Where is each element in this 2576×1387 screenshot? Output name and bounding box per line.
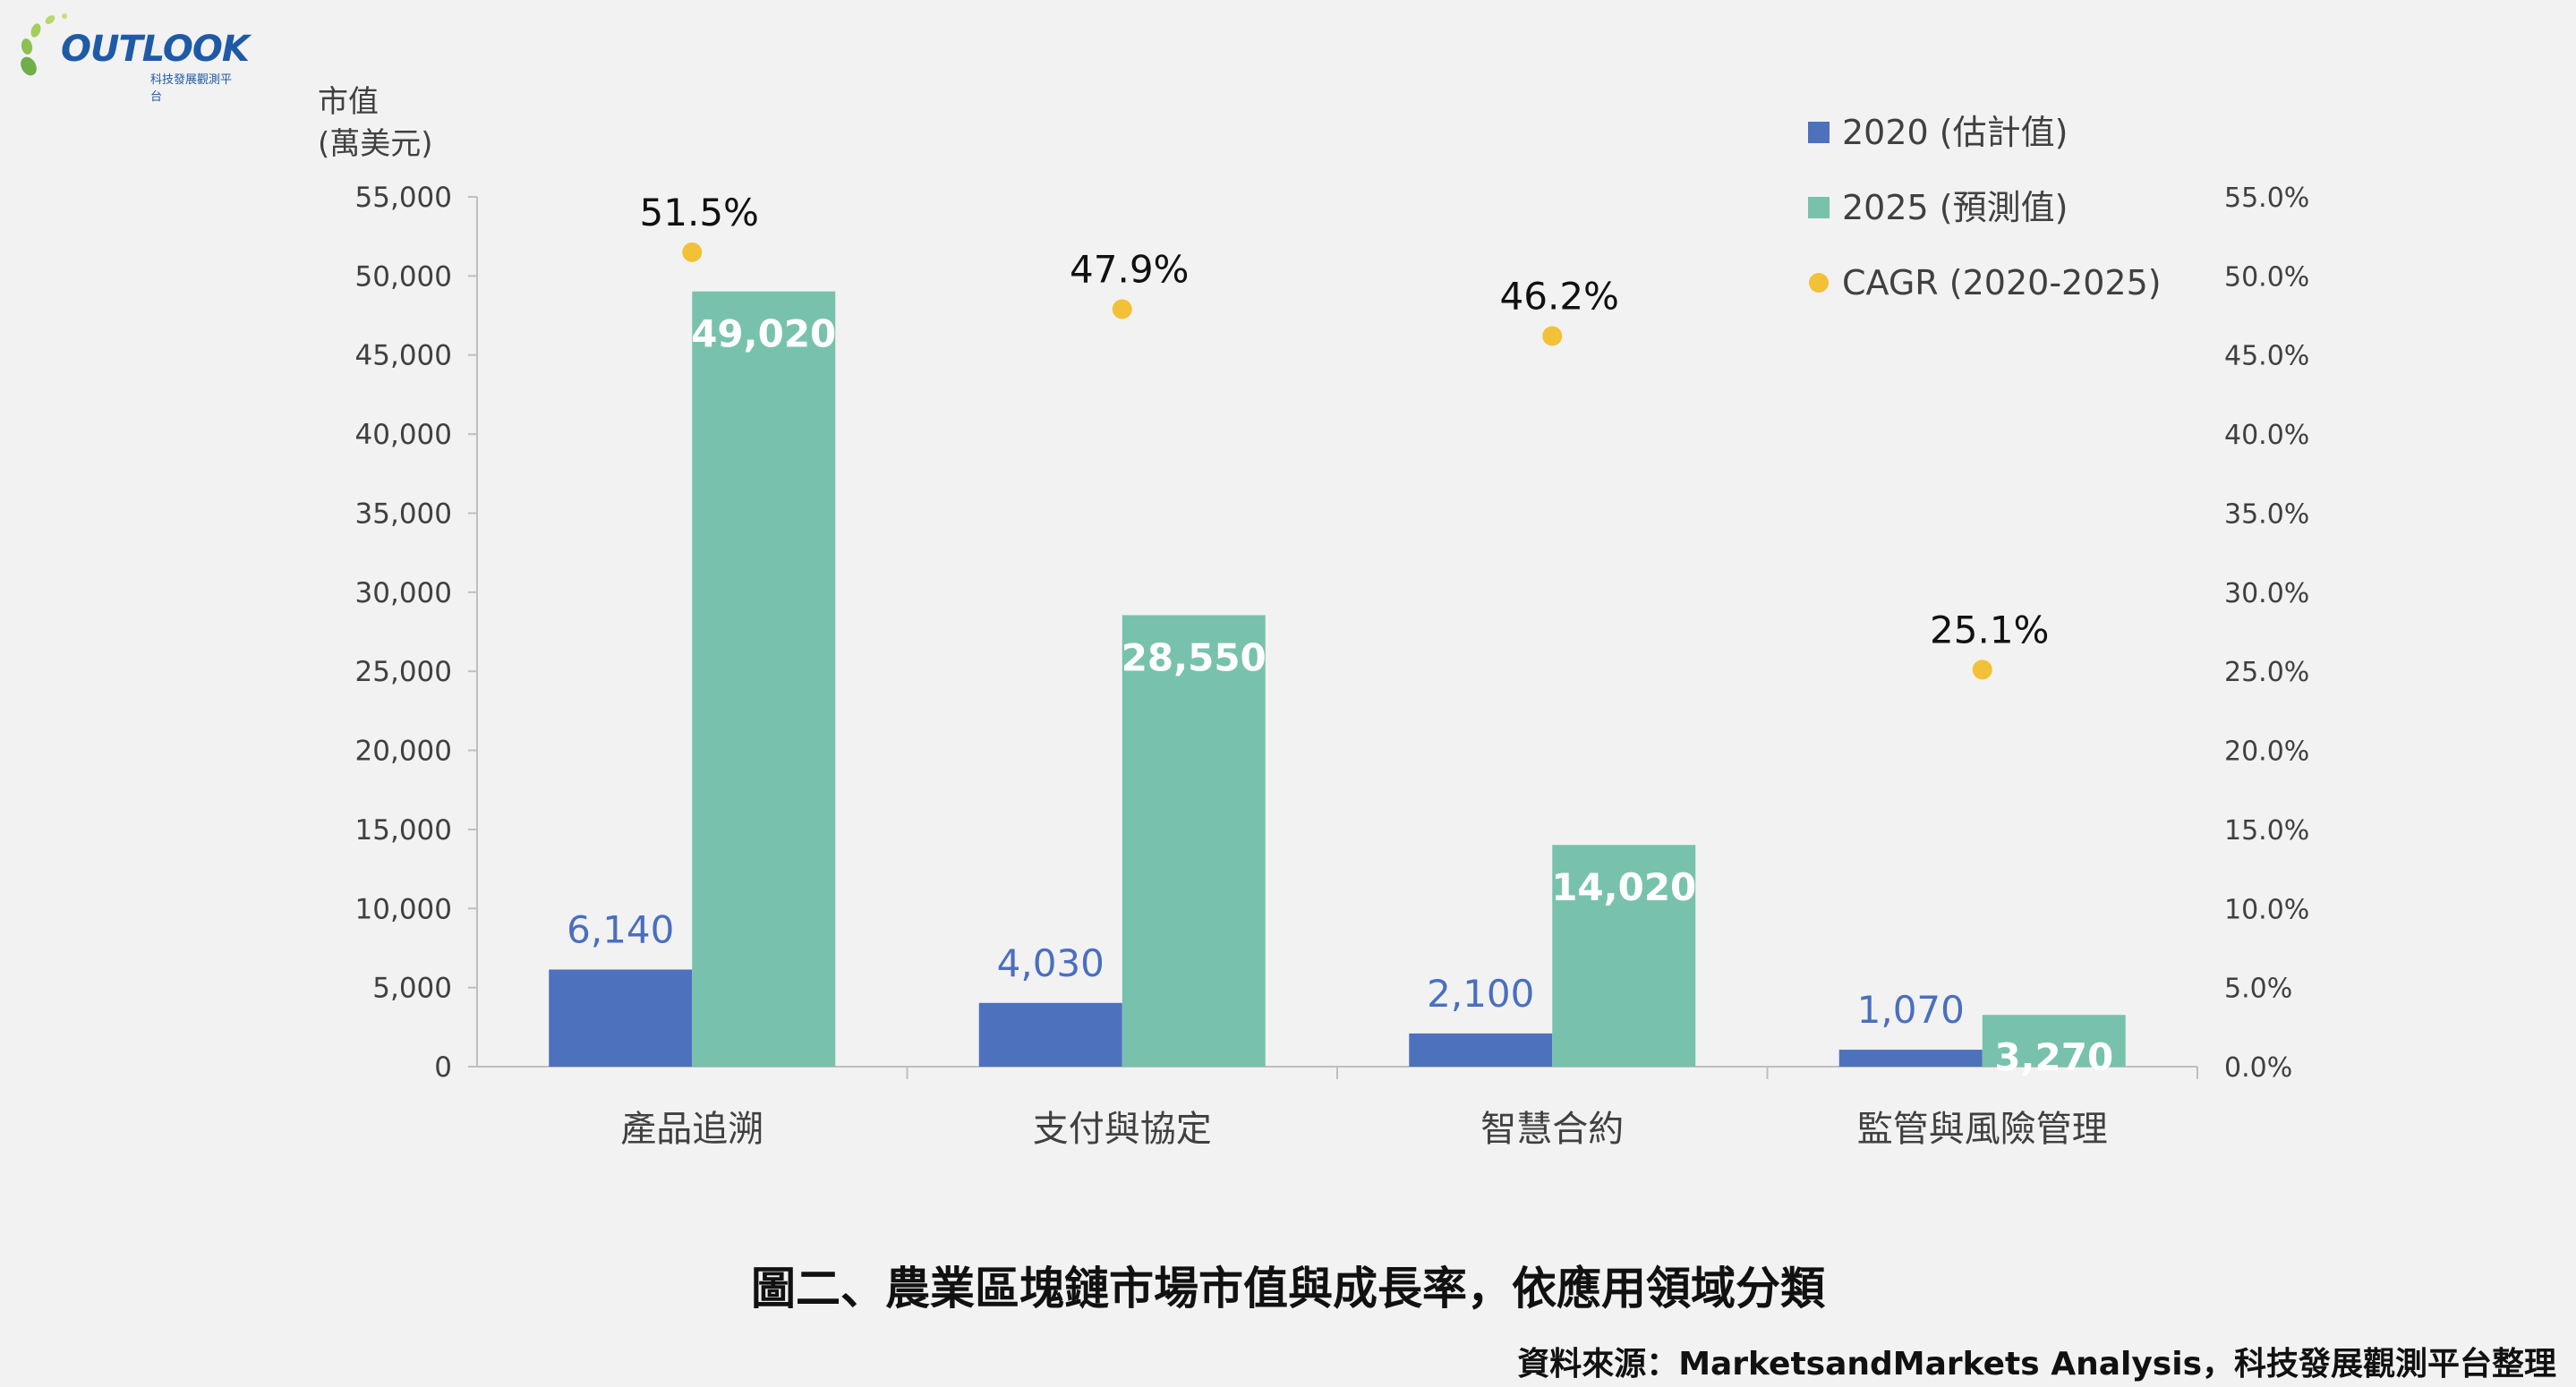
y-tick-label: 40,000 (355, 419, 452, 451)
y-axis-title-line: (萬美元) (318, 126, 433, 162)
y2-tick-label: 25.0% (2224, 657, 2309, 688)
y-axis-title-line: 市值 (318, 84, 379, 120)
legend-label: 2020 (估計值) (1842, 113, 2068, 152)
y-tick-label: 20,000 (355, 736, 452, 768)
y-tick-label: 5,000 (372, 973, 452, 1005)
x-tick-label: 監管與風險管理 (1857, 1109, 2108, 1150)
y2-tick-label: 35.0% (2224, 498, 2309, 530)
bars (549, 242, 2126, 1067)
legend: 2020 (估計值) 2025 (預測值) CAGR (2020-2025) (1808, 113, 2162, 302)
outlook-logo: OUTLOOK 科技發展觀測平台 (16, 7, 250, 104)
logo-subtitle: 科技發展觀測平台 (150, 73, 233, 104)
cagr-point (1972, 659, 1992, 680)
data-label-2020: 6,140 (567, 907, 674, 951)
cagr-point (1542, 326, 1563, 346)
data-label-2020: 2,100 (1427, 972, 1534, 1016)
y2-tick-label: 30.0% (2224, 578, 2309, 609)
data-label-cagr: 25.1% (1930, 608, 2049, 651)
legend-label: CAGR (2020-2025) (1842, 263, 2162, 302)
data-label-2025: 14,020 (1551, 865, 1696, 909)
legend-swatch (1808, 197, 1830, 218)
data-label-2025: 3,270 (1994, 1035, 2113, 1079)
bar-2020 (1838, 1050, 1983, 1067)
data-label-cagr: 51.5% (640, 191, 759, 234)
y2-tick-label: 15.0% (2224, 815, 2309, 847)
data-label-2020: 1,070 (1857, 988, 1965, 1032)
logo-wordmark: OUTLOOK (61, 29, 250, 70)
x-tick-label: 產品追溯 (620, 1109, 763, 1150)
bar-2020 (1409, 1033, 1553, 1067)
source-note: 資料來源：MarketsandMarkets Analysis，科技發展觀測平台… (1517, 1346, 2556, 1383)
y2-tick-label: 10.0% (2224, 894, 2309, 925)
legend-label: 2025 (預測值) (1842, 188, 2068, 227)
y-tick-label: 55,000 (355, 182, 452, 214)
data-labels: 6,140 49,020 51.5% 4,030 28,550 47.9% 2,100 14,… (567, 191, 2113, 1079)
y-tick-label: 10,000 (355, 893, 452, 925)
x-tick-label: 支付與協定 (1033, 1109, 1212, 1150)
x-tick-label: 智慧合約 (1480, 1109, 1624, 1150)
y2-tick-label: 5.0% (2224, 974, 2292, 1005)
legend-swatch (1808, 122, 1830, 143)
y2-tick-label: 0.0% (2224, 1052, 2292, 1084)
y2-tick-label: 50.0% (2224, 261, 2309, 293)
y2-tick-label: 45.0% (2224, 341, 2309, 372)
y-tick-label: 15,000 (355, 814, 452, 847)
data-label-2020: 4,030 (997, 941, 1105, 985)
market-value-chart: 市值 (萬美元) 0 5,000 10,000 15,000 20,000 25,000 30… (318, 84, 2310, 1150)
y-tick-label: 35,000 (355, 498, 452, 530)
logo-leaf-icon (21, 13, 67, 76)
y2-tick-label: 20.0% (2224, 736, 2309, 768)
bar-2025 (1122, 615, 1266, 1067)
y-tick-label: 45,000 (355, 340, 452, 372)
data-label-cagr: 47.9% (1070, 247, 1189, 291)
y2-tick-label: 40.0% (2224, 420, 2309, 451)
y-tick-label: 30,000 (355, 577, 452, 609)
data-label-2025: 28,550 (1122, 635, 1267, 679)
bar-2020 (978, 1002, 1122, 1067)
cagr-point (1112, 299, 1132, 319)
bar-2020 (549, 969, 693, 1067)
y-tick-label: 0 (434, 1051, 452, 1084)
bar-2025 (1552, 845, 1696, 1067)
y-axis-title: 市值 (萬美元) (318, 84, 433, 162)
axes: 0 5,000 10,000 15,000 20,000 25,000 30,000 35,0… (355, 182, 2310, 1150)
data-label-2025: 49,020 (691, 312, 836, 356)
data-label-cagr: 46.2% (1500, 275, 1619, 319)
cagr-point (682, 242, 703, 262)
figure-caption: 圖二、農業區塊鏈市場市值與成長率，依應用領域分類 (751, 1263, 1825, 1315)
bar-2025 (692, 291, 836, 1067)
bar-2025 (1982, 1015, 2126, 1067)
y-tick-label: 50,000 (355, 260, 452, 293)
y2-tick-label: 55.0% (2224, 183, 2309, 214)
y-tick-label: 25,000 (355, 656, 452, 688)
legend-swatch (1809, 273, 1829, 293)
